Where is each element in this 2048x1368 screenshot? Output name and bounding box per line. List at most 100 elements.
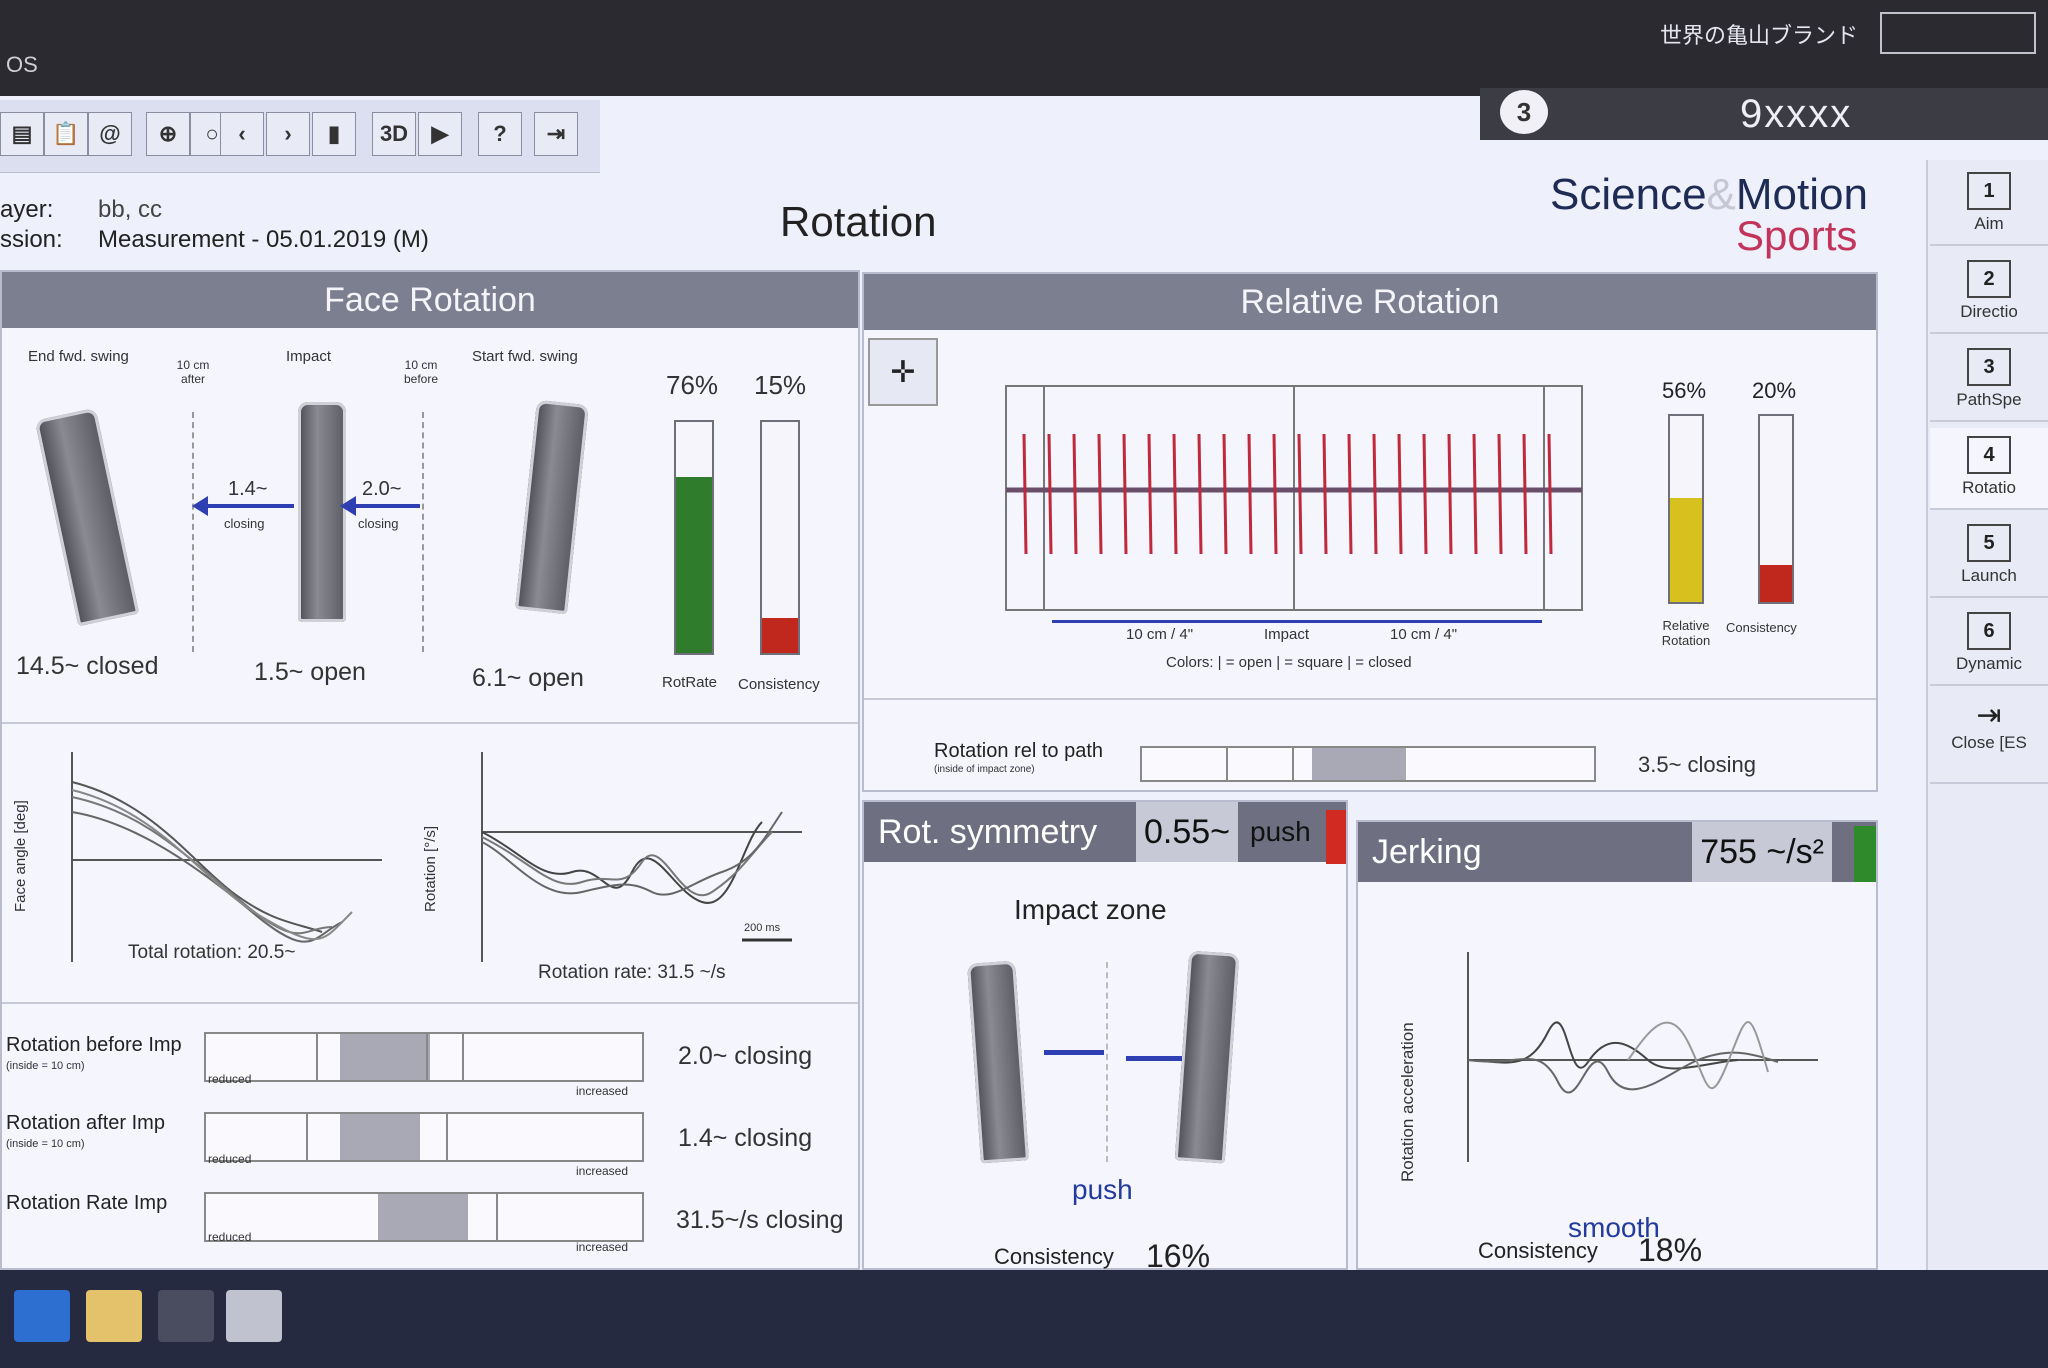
tab-rotation-number: 4 — [1967, 436, 2011, 474]
metric-before-high: increased — [576, 1084, 629, 1098]
tab-direction[interactable]: 2 Directio — [1930, 252, 2048, 334]
rotation-tick-mark — [1322, 433, 1328, 555]
arrow-after-head — [192, 496, 208, 516]
face-angle-caption: Total rotation: 20.5~ — [128, 942, 296, 963]
impact-value: 1.5~ open — [254, 658, 366, 686]
metric-before-tick-2 — [426, 1034, 428, 1080]
folder-icon[interactable] — [86, 1290, 142, 1342]
rotation-rate-caption: Rotation rate: 31.5 ~/s — [538, 962, 726, 983]
player-value: bb, cc — [98, 196, 163, 223]
tab-aim[interactable]: 1 Aim — [1930, 164, 2048, 246]
path-tick-1 — [1226, 748, 1228, 780]
rotation-tick-mark — [1522, 433, 1528, 555]
rotrate-gauge — [674, 420, 714, 655]
rotation-tick-mark — [1497, 433, 1503, 555]
tab-pathspeed[interactable]: 3 PathSpe — [1930, 340, 2048, 422]
jerking-panel: Jerking 755 ~/s² Rotation acceleration s… — [1356, 820, 1878, 1298]
tab-pathspeed-number: 3 — [1967, 348, 2011, 386]
relative-rotation-chart — [1005, 385, 1583, 611]
relative-rotation-panel: Relative Rotation ✛ 10 cm / 4" Impact 10… — [862, 272, 1878, 792]
tab-launch[interactable]: 5 Launch — [1930, 516, 2048, 598]
metric-before-value: 2.0~ closing — [678, 1042, 813, 1070]
tab-close[interactable]: ⇥ Close [ES — [1930, 692, 2048, 784]
consistency-gauge — [760, 420, 800, 655]
browser-icon[interactable] — [14, 1290, 70, 1342]
consistency-percent: 15% — [754, 370, 807, 400]
acceleration-ylabel: Rotation acceleration — [1398, 1022, 1417, 1182]
metric-before-tick-1 — [316, 1034, 318, 1080]
club-start-image — [515, 399, 589, 615]
metric-after-tick-1 — [306, 1114, 308, 1160]
zone-left-dist: 10 cm / 4" — [1126, 626, 1194, 643]
view-3d-button[interactable]: 3D — [372, 112, 416, 156]
save-icon[interactable]: ▤ — [0, 112, 44, 156]
metric-rate-band — [378, 1194, 468, 1240]
rotation-tick-mark — [1272, 433, 1278, 555]
next-icon[interactable]: › — [266, 112, 310, 156]
metric-before-label: Rotation before Imp — [6, 1034, 182, 1056]
delete-icon[interactable]: ▮ — [312, 112, 356, 156]
rotation-tick-mark — [1047, 433, 1053, 555]
rotation-tick-mark — [1197, 433, 1203, 555]
tab-aim-number: 1 — [1967, 172, 2011, 210]
relative-rotation-ticks — [1022, 433, 1553, 555]
relative-gauge-fill — [1670, 497, 1702, 602]
jerking-consistency-label: Consistency — [1478, 1238, 1598, 1263]
label-impact: Impact — [286, 348, 332, 365]
rotation-tick-mark — [1547, 433, 1553, 555]
jerking-header: Jerking 755 ~/s² — [1358, 822, 1876, 882]
rotation-tick-mark — [1122, 433, 1128, 555]
rot-symmetry-header: Rot. symmetry 0.55~ push — [864, 802, 1346, 864]
monitor-icon[interactable] — [158, 1290, 214, 1342]
relative-rotation-title: Relative Rotation — [864, 274, 1876, 330]
path-tick-2 — [1292, 748, 1294, 780]
section-divider-3 — [864, 698, 1876, 700]
zone-right-dist: 10 cm / 4" — [1390, 626, 1458, 643]
rotation-rate-ylabel: Rotation [°/s] — [422, 825, 439, 912]
tab-pathspeed-label: PathSpe — [1956, 390, 2022, 409]
relative-gauge — [1668, 414, 1704, 604]
sam-app-icon[interactable] — [226, 1290, 282, 1342]
impact-zone-title: Impact zone — [1014, 894, 1167, 925]
tab-launch-label: Launch — [1961, 566, 2017, 585]
metric-rate-bar — [204, 1192, 644, 1242]
logo-science-motion: Science&Motion — [1550, 170, 1868, 220]
exit-door-icon: ⇥ — [1976, 699, 2002, 732]
rotrate-label: RotRate — [662, 674, 718, 691]
tab-dynamic[interactable]: 6 Dynamic — [1930, 604, 2048, 686]
jerking-consistency-value: 18% — [1638, 1232, 1703, 1268]
rot-symmetry-panel: Rot. symmetry 0.55~ push Impact zone pus… — [862, 800, 1348, 1302]
metric-after-bar — [204, 1112, 644, 1162]
tab-dynamic-number: 6 — [1967, 612, 2011, 650]
path-sub: (inside of impact zone) — [934, 764, 1035, 775]
rotation-tick-mark — [1072, 433, 1078, 555]
help-button[interactable]: ? — [478, 112, 522, 156]
logo-motion: Motion — [1735, 170, 1868, 219]
metric-rate-value: 31.5~/s closing — [676, 1206, 844, 1234]
tab-rotation[interactable]: 4 Rotatio — [1930, 428, 2048, 510]
arrow-after — [198, 504, 294, 508]
path-value: 3.5~ closing — [1638, 752, 1757, 777]
jerking-indicator — [1854, 826, 1876, 882]
divider-before — [422, 412, 424, 652]
app-title: OS — [6, 52, 38, 77]
clipboard-icon[interactable]: 📋 — [44, 112, 88, 156]
metric-after-low: reduced — [208, 1152, 252, 1166]
metric-rate-low: reduced — [208, 1230, 252, 1244]
previous-icon[interactable]: ‹ — [220, 112, 264, 156]
play-icon[interactable]: ▶ — [418, 112, 462, 156]
crosshair-toggle-icon[interactable]: ✛ — [868, 338, 938, 406]
metric-before-low: reduced — [208, 1072, 252, 1086]
exit-icon[interactable]: ⇥ — [534, 112, 578, 156]
user-badge[interactable]: 3 — [1500, 90, 1548, 134]
session-value: Measurement - 05.01.2019 (M) — [98, 226, 429, 253]
label-end-fwd-swing: End fwd. swing — [28, 348, 129, 365]
symmetry-club-left — [967, 960, 1029, 1164]
metric-before-sub: (inside = 10 cm) — [6, 1060, 85, 1072]
email-icon[interactable]: @ — [88, 112, 132, 156]
all-swings-icon[interactable]: ⊕ — [146, 112, 190, 156]
time-scale-label: 200 ms — [744, 922, 781, 934]
relative-percent: 56% — [1662, 378, 1707, 403]
path-band — [1312, 748, 1406, 780]
rotation-tick-mark — [1347, 433, 1353, 555]
